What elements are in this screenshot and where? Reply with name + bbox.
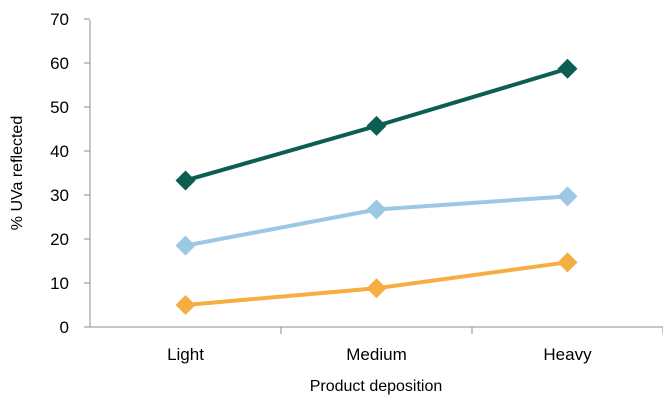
y-axis-title: % UVa reflected bbox=[9, 116, 26, 230]
data-point-marker bbox=[366, 115, 387, 136]
series-group bbox=[175, 186, 578, 256]
x-tick-label: Light bbox=[167, 345, 204, 364]
x-axis-ticks: Light Medium Heavy bbox=[167, 327, 663, 364]
y-tick-label: 70 bbox=[50, 10, 69, 29]
y-tick-label: 0 bbox=[60, 318, 69, 337]
x-tick-label: Medium bbox=[346, 345, 406, 364]
y-tick-label: 50 bbox=[50, 98, 69, 117]
series-group bbox=[175, 58, 578, 191]
x-axis-title: Product deposition bbox=[310, 378, 443, 395]
series-layer bbox=[175, 58, 578, 315]
data-point-marker bbox=[557, 252, 578, 273]
y-axis-ticks: 0 10 20 30 40 50 60 70 bbox=[50, 10, 90, 337]
data-point-marker bbox=[175, 170, 196, 191]
y-tick-label: 10 bbox=[50, 274, 69, 293]
y-tick-label: 40 bbox=[50, 142, 69, 161]
data-point-marker bbox=[175, 295, 196, 315]
data-point-marker bbox=[557, 186, 578, 207]
chart-axes bbox=[89, 20, 663, 328]
y-tick-label: 30 bbox=[50, 186, 69, 205]
data-point-marker bbox=[366, 278, 387, 299]
data-point-marker bbox=[557, 58, 578, 79]
x-tick-label: Heavy bbox=[543, 345, 592, 364]
data-point-marker bbox=[175, 235, 196, 256]
series-group bbox=[175, 252, 578, 315]
y-tick-label: 60 bbox=[50, 54, 69, 73]
y-tick-label: 20 bbox=[50, 230, 69, 249]
data-point-marker bbox=[366, 199, 387, 220]
